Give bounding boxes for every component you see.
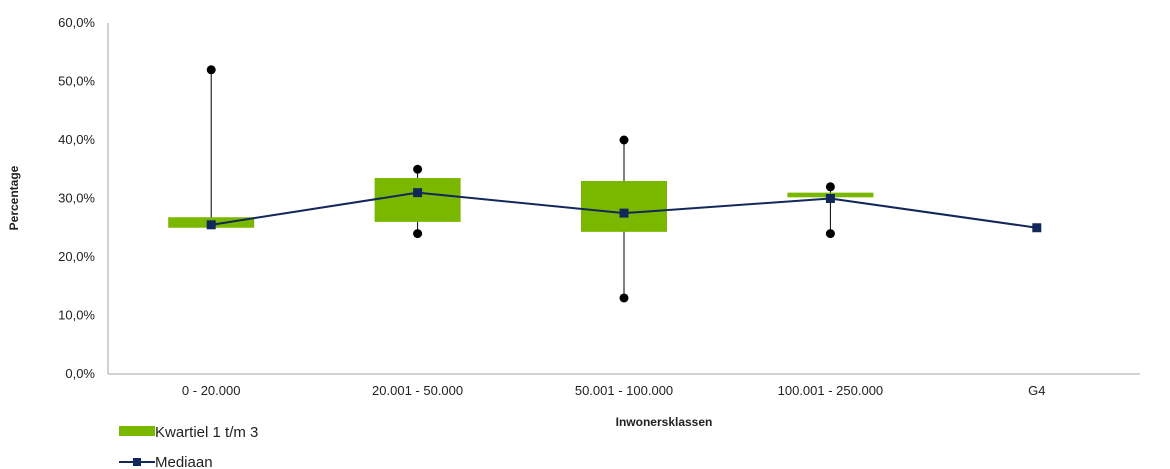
median-marker xyxy=(619,208,629,218)
median-line xyxy=(206,188,1042,233)
quartile-boxes xyxy=(168,178,874,232)
max-point xyxy=(413,164,423,174)
legend-box-swatch xyxy=(119,426,155,436)
legend: Kwartiel 1 t/m 3 Mediaan xyxy=(119,424,258,469)
x-tick-label: 20.001 - 50.000 xyxy=(372,383,463,398)
y-tick-labels: 0,0% 10,0% 20,0% 30,0% 40,0% 50,0% 60,0% xyxy=(58,15,95,381)
x-tick-label: 100.001 - 250.000 xyxy=(778,383,884,398)
extreme-points xyxy=(206,65,835,303)
quartile-box xyxy=(374,178,461,222)
y-tick-label: 10,0% xyxy=(58,308,95,323)
y-tick-label: 50,0% xyxy=(58,74,95,89)
median-marker xyxy=(1032,223,1042,233)
max-point xyxy=(825,182,835,192)
legend-marker-swatch xyxy=(133,458,141,466)
x-tick-label: 50.001 - 100.000 xyxy=(575,383,673,398)
y-tick-label: 60,0% xyxy=(58,15,95,30)
y-tick-label: 40,0% xyxy=(58,132,95,147)
legend-item-quartiles: Kwartiel 1 t/m 3 xyxy=(119,424,258,441)
y-tick-label: 0,0% xyxy=(65,366,95,381)
x-tick-label: 0 - 20.000 xyxy=(182,383,241,398)
max-point xyxy=(619,135,629,145)
median-marker xyxy=(413,188,423,198)
median-marker xyxy=(206,220,216,230)
min-point xyxy=(825,229,835,239)
min-point xyxy=(619,293,629,303)
legend-label-median: Mediaan xyxy=(155,454,213,469)
x-axis-title: Inwonersklassen xyxy=(616,415,713,429)
x-tick-labels: 0 - 20.000 20.001 - 50.000 50.001 - 100.00… xyxy=(182,383,1046,398)
max-point xyxy=(206,65,216,75)
whiskers xyxy=(210,69,831,298)
min-point xyxy=(413,229,423,239)
axes xyxy=(107,23,1140,375)
quartile-box xyxy=(581,180,667,232)
y-tick-label: 20,0% xyxy=(58,249,95,264)
median-marker xyxy=(825,194,835,203)
y-axis-title: Percentage xyxy=(7,165,21,230)
y-tick-label: 30,0% xyxy=(58,191,95,206)
x-tick-label: G4 xyxy=(1028,383,1045,398)
legend-item-median: Mediaan xyxy=(119,454,213,469)
legend-label-quartiles: Kwartiel 1 t/m 3 xyxy=(155,424,258,441)
